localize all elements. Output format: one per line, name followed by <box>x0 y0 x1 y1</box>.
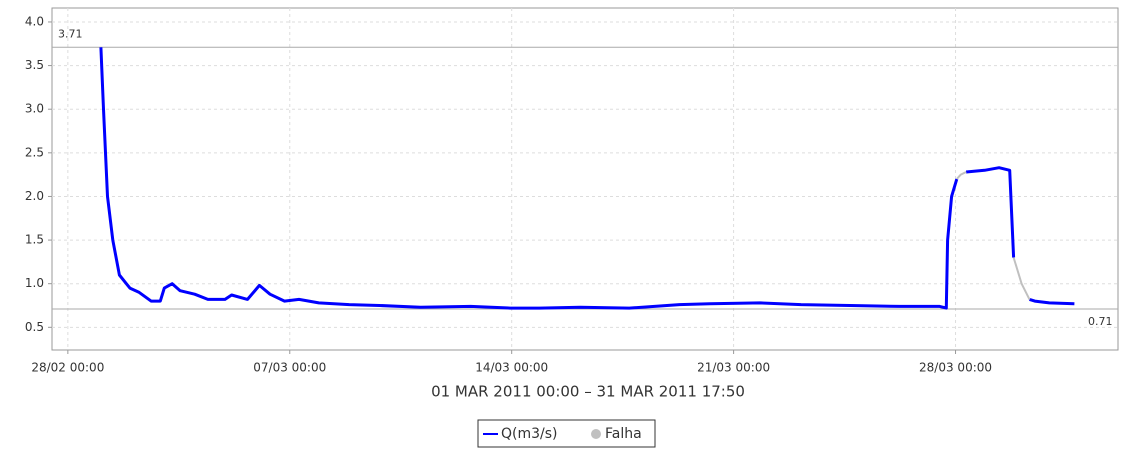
legend-label: Falha <box>605 426 642 442</box>
y-tick-label: 2.0 <box>25 189 44 203</box>
subtitle: 01 MAR 2011 00:00 – 31 MAR 2011 17:50 <box>431 383 745 401</box>
y-tick-label: 0.5 <box>25 320 44 334</box>
max-label: 3.71 <box>58 27 83 40</box>
y-tick-label: 3.5 <box>25 58 44 72</box>
plot-area <box>51 7 1119 351</box>
x-tick-label: 07/03 00:00 <box>253 361 326 375</box>
x-tick-label: 28/02 00:00 <box>31 361 104 375</box>
y-tick-label: 2.5 <box>25 145 44 159</box>
y-tick-label: 4.0 <box>25 14 44 28</box>
legend-label: Q(m3/s) <box>501 426 558 442</box>
data-line <box>956 171 1031 300</box>
x-tick-label: 21/03 00:00 <box>697 361 770 375</box>
x-tick-label: 28/03 00:00 <box>919 361 992 375</box>
y-tick-label: 1.0 <box>25 276 44 290</box>
min-label: 0.71 <box>1088 315 1113 328</box>
legend-box <box>477 419 656 448</box>
y-tick-label: 3.0 <box>25 102 44 116</box>
legend-swatch <box>591 429 601 439</box>
y-tick-label: 1.5 <box>25 233 44 247</box>
x-tick-label: 14/03 00:00 <box>475 361 548 375</box>
data-line <box>99 47 1075 310</box>
